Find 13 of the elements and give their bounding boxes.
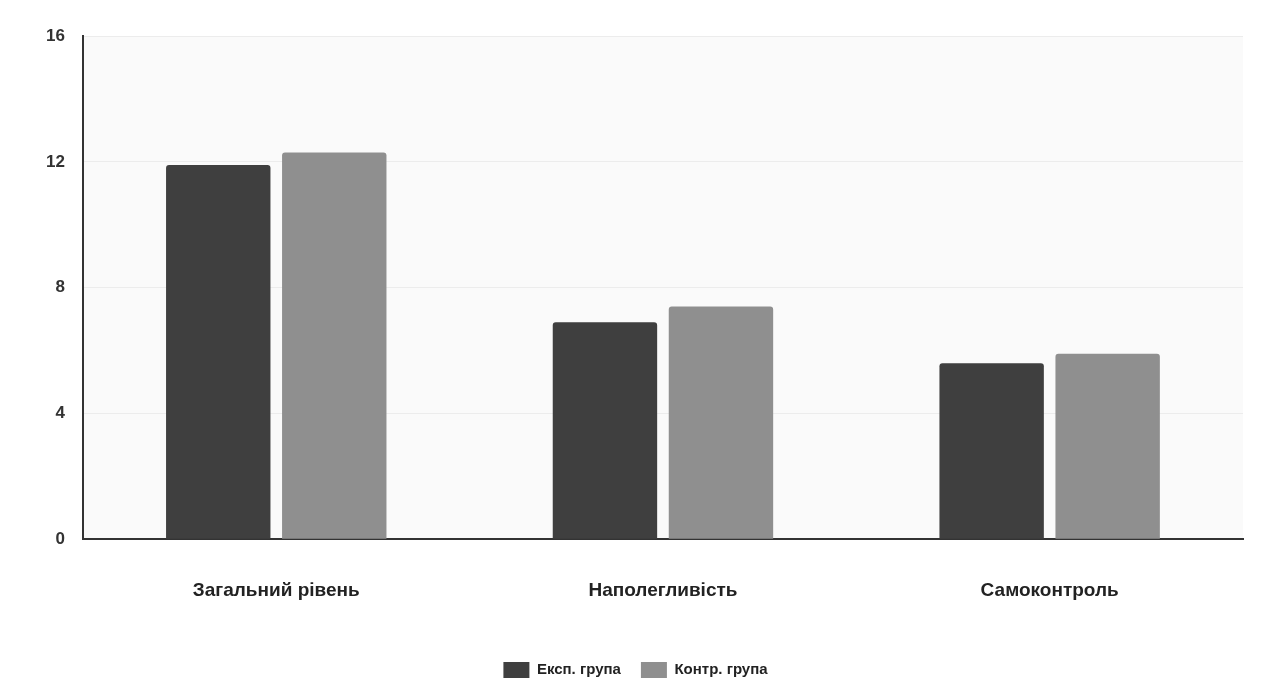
legend-label: Контр. група	[674, 660, 769, 678]
y-tick-label: 12	[45, 151, 65, 171]
y-tick-label: 4	[55, 403, 66, 423]
y-tick-label: 8	[55, 277, 65, 297]
x-tick-label: Самоконтроль	[980, 578, 1119, 600]
bar	[668, 306, 774, 539]
y-tick-label: 0	[55, 528, 65, 548]
x-tick-label: Наполегливість	[588, 578, 738, 600]
bar	[282, 152, 387, 539]
bar	[1055, 353, 1160, 539]
y-tick-label: 16	[45, 25, 65, 45]
x-tick-label: Загальний рівень	[192, 578, 360, 600]
legend-label: Експ. група	[536, 660, 622, 678]
